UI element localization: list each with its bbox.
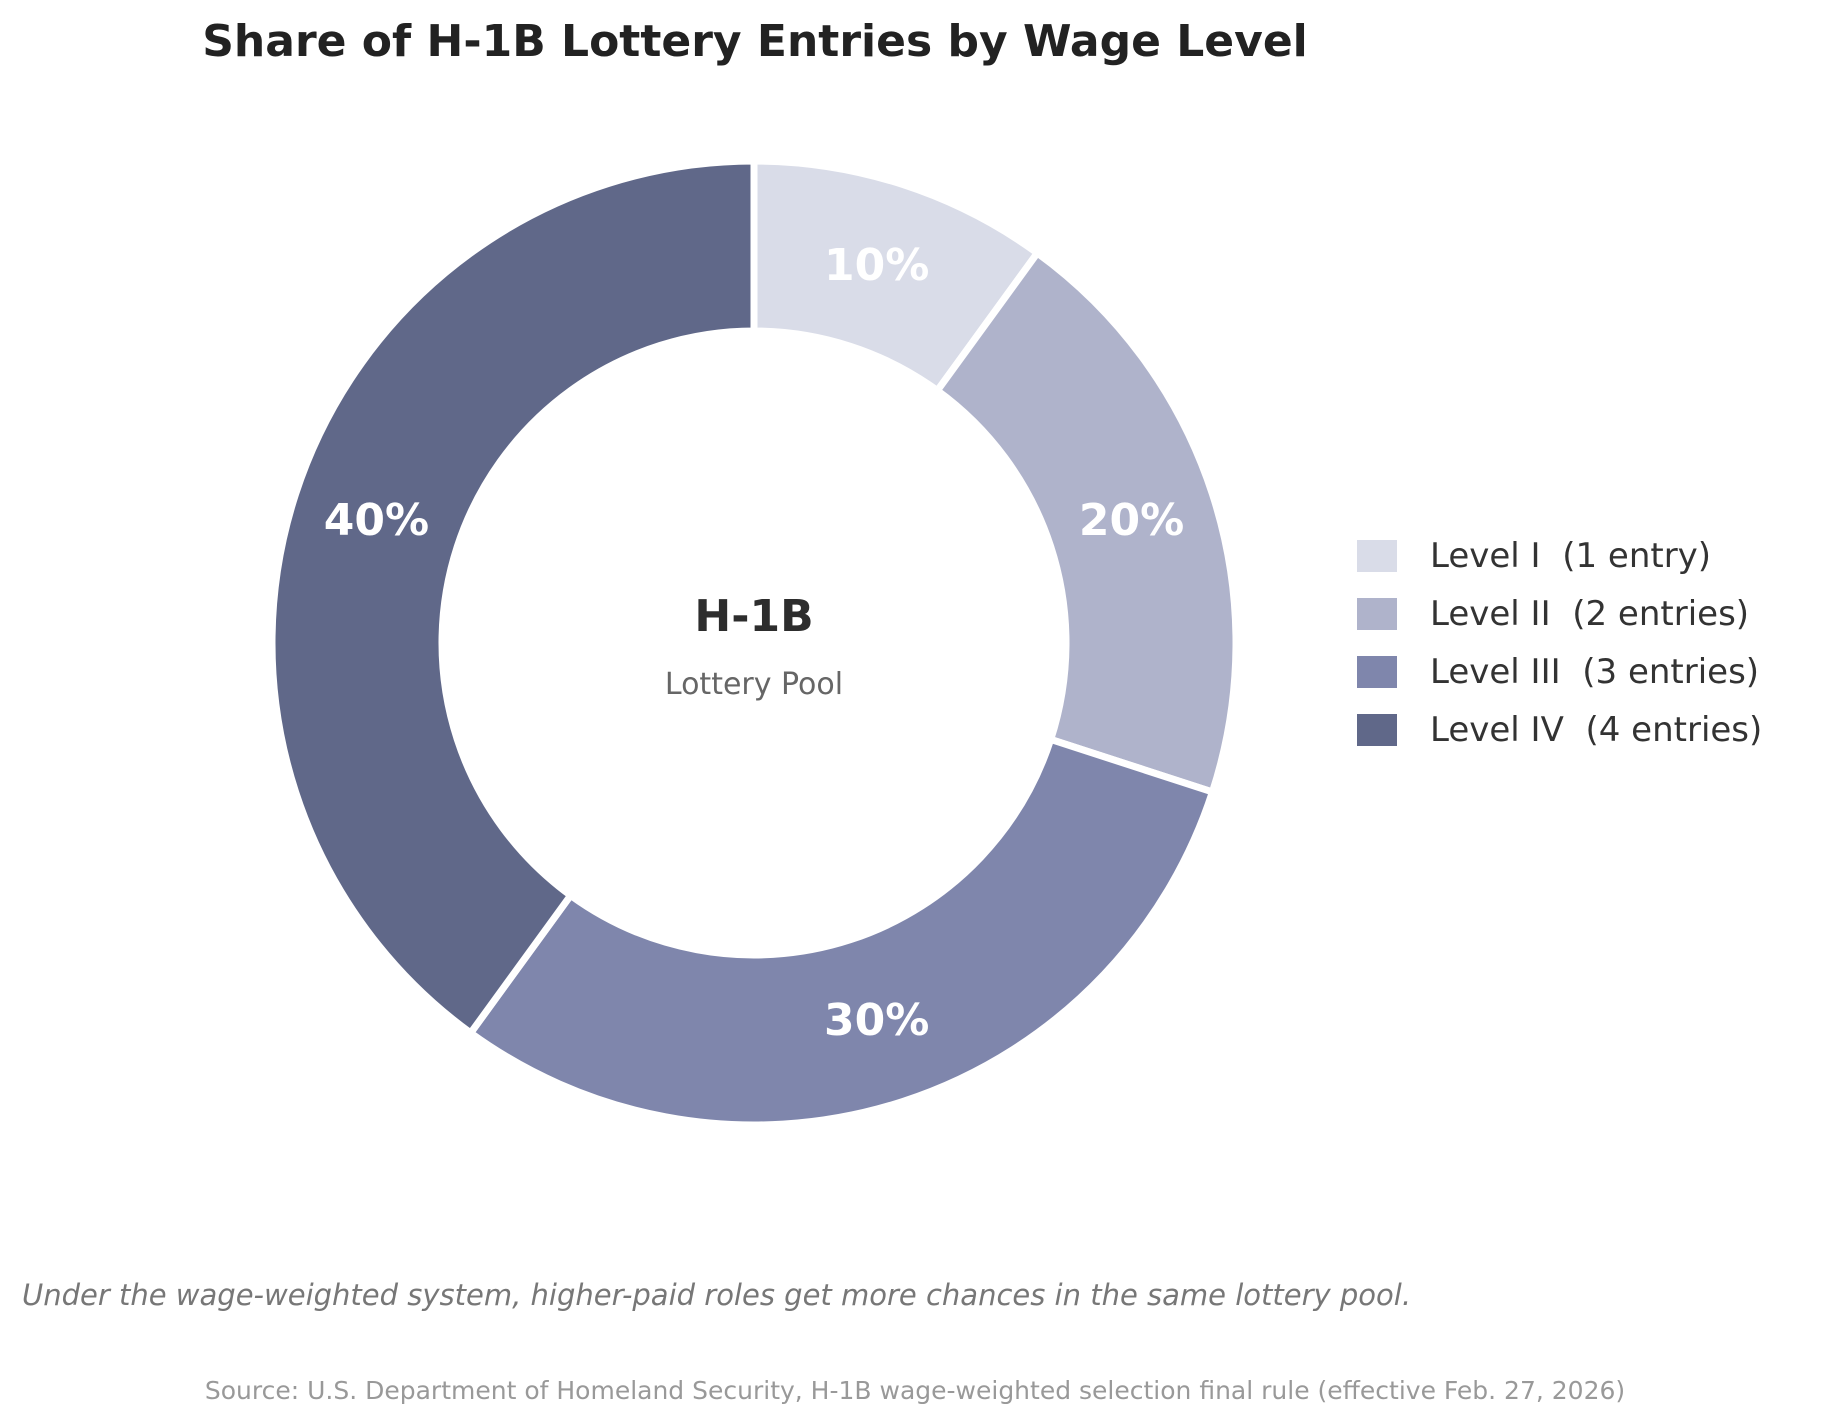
legend: Level I (1 entry) Level II (2 entries) Lev… bbox=[1357, 536, 1762, 750]
slice-labels: 10% 20% 30% 40% bbox=[324, 240, 1184, 1046]
legend-label-level-i: Level I (1 entry) bbox=[1430, 536, 1711, 576]
chart-title: Share of H-1B Lottery Entries by Wage Le… bbox=[202, 16, 1308, 67]
legend-label-level-ii: Level II (2 entries) bbox=[1430, 594, 1749, 634]
donut-slices bbox=[268, 157, 1240, 1129]
slice-level-ii bbox=[932, 248, 1240, 797]
legend-label-level-iii: Level III (3 entries) bbox=[1430, 652, 1759, 692]
slice-level-iv bbox=[268, 157, 758, 1038]
chart-source: Source: U.S. Department of Homeland Secu… bbox=[205, 1376, 1625, 1405]
slice-level-iii bbox=[465, 735, 1217, 1129]
slice-label-level-i: 10% bbox=[824, 240, 929, 291]
chart-caption: Under the wage-weighted system, higher-p… bbox=[22, 1278, 1411, 1312]
legend-label-level-iv: Level IV (4 entries) bbox=[1430, 710, 1762, 750]
legend-swatch-level-ii bbox=[1357, 598, 1397, 630]
slice-label-level-ii: 20% bbox=[1079, 495, 1184, 546]
legend-swatch-level-iii bbox=[1357, 656, 1397, 688]
legend-swatch-level-iv bbox=[1357, 714, 1397, 746]
slice-label-level-iv: 40% bbox=[324, 495, 429, 546]
slice-label-level-iii: 30% bbox=[824, 995, 929, 1046]
center-subtitle: Lottery Pool bbox=[665, 667, 843, 702]
legend-swatch-level-i bbox=[1357, 540, 1397, 572]
center-title: H-1B bbox=[694, 591, 813, 642]
